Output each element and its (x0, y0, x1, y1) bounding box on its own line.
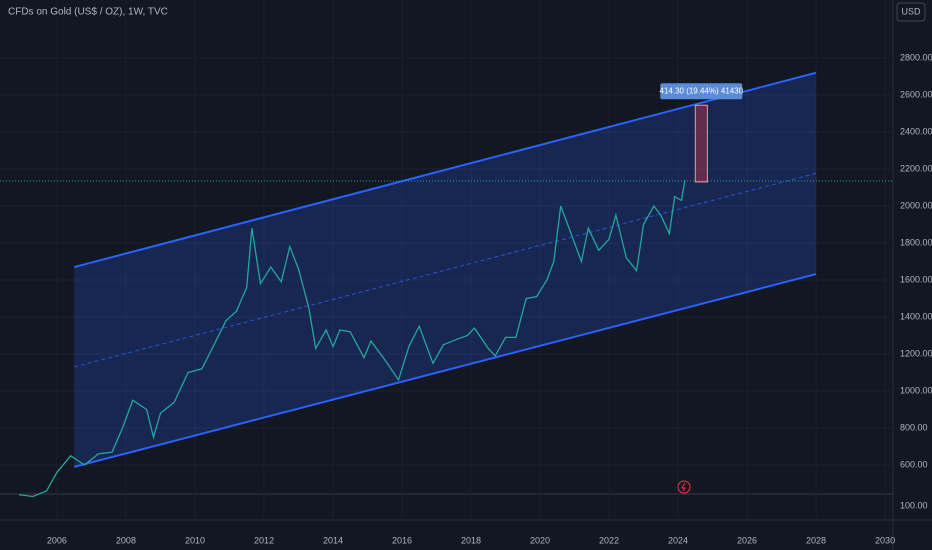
y-tick-label: 1600.00 (900, 274, 932, 284)
y-tick-label: 2200.00 (900, 163, 932, 173)
y-tick-label: 1000.00 (900, 385, 932, 395)
x-tick-label: 2012 (254, 535, 274, 545)
channel-fill (74, 72, 817, 467)
price-line (18, 179, 686, 498)
currency-button[interactable] (896, 2, 926, 22)
y-tick-label: 1200.00 (900, 348, 932, 358)
chart-title: CFDs on Gold (US$ / OZ), 1W, TVC (8, 7, 168, 18)
x-tick-label: 2028 (806, 535, 826, 545)
y-tick-label: 800.00 (900, 422, 928, 432)
x-tick-label: 2016 (392, 535, 412, 545)
measure-label: 414.30 (19.44%) 41430 (660, 86, 744, 95)
x-tick-label: 2026 (737, 535, 757, 545)
x-tick-label: 2024 (668, 535, 688, 545)
x-tick-label: 2008 (116, 535, 136, 545)
x-tick-label: 2018 (461, 535, 481, 545)
event-icon[interactable] (677, 480, 691, 494)
event-icon-glyph (681, 482, 686, 492)
plot: 414.30 (19.44%) 41430 (0, 71, 893, 498)
x-tick-label: 2010 (185, 535, 205, 545)
channel-upper (73, 71, 817, 268)
grid (0, 0, 893, 520)
y-tick-label: 2400.00 (900, 126, 932, 136)
x-tick-label: 2030 (875, 535, 895, 545)
y-tick-label: 2600.00 (900, 89, 932, 99)
measure-label-bg (660, 83, 743, 100)
y-tick-label: 600.00 (900, 459, 928, 469)
y-tick-label: 100.00 (900, 500, 928, 510)
measure-box (694, 104, 708, 183)
y-tick-label: 2800.00 (900, 52, 932, 62)
x-tick-label: 2014 (323, 535, 343, 545)
x-tick-label: 2006 (47, 535, 67, 545)
y-tick-label: 1400.00 (900, 311, 932, 321)
currency-label: USD (901, 6, 921, 16)
x-tick-label: 2020 (530, 535, 550, 545)
y-tick-label: 1800.00 (900, 237, 932, 247)
x-tick-label: 2022 (599, 535, 619, 545)
channel-lower (73, 273, 817, 468)
y-tick-label: 2000.00 (900, 200, 932, 210)
channel-middle (74, 172, 817, 368)
